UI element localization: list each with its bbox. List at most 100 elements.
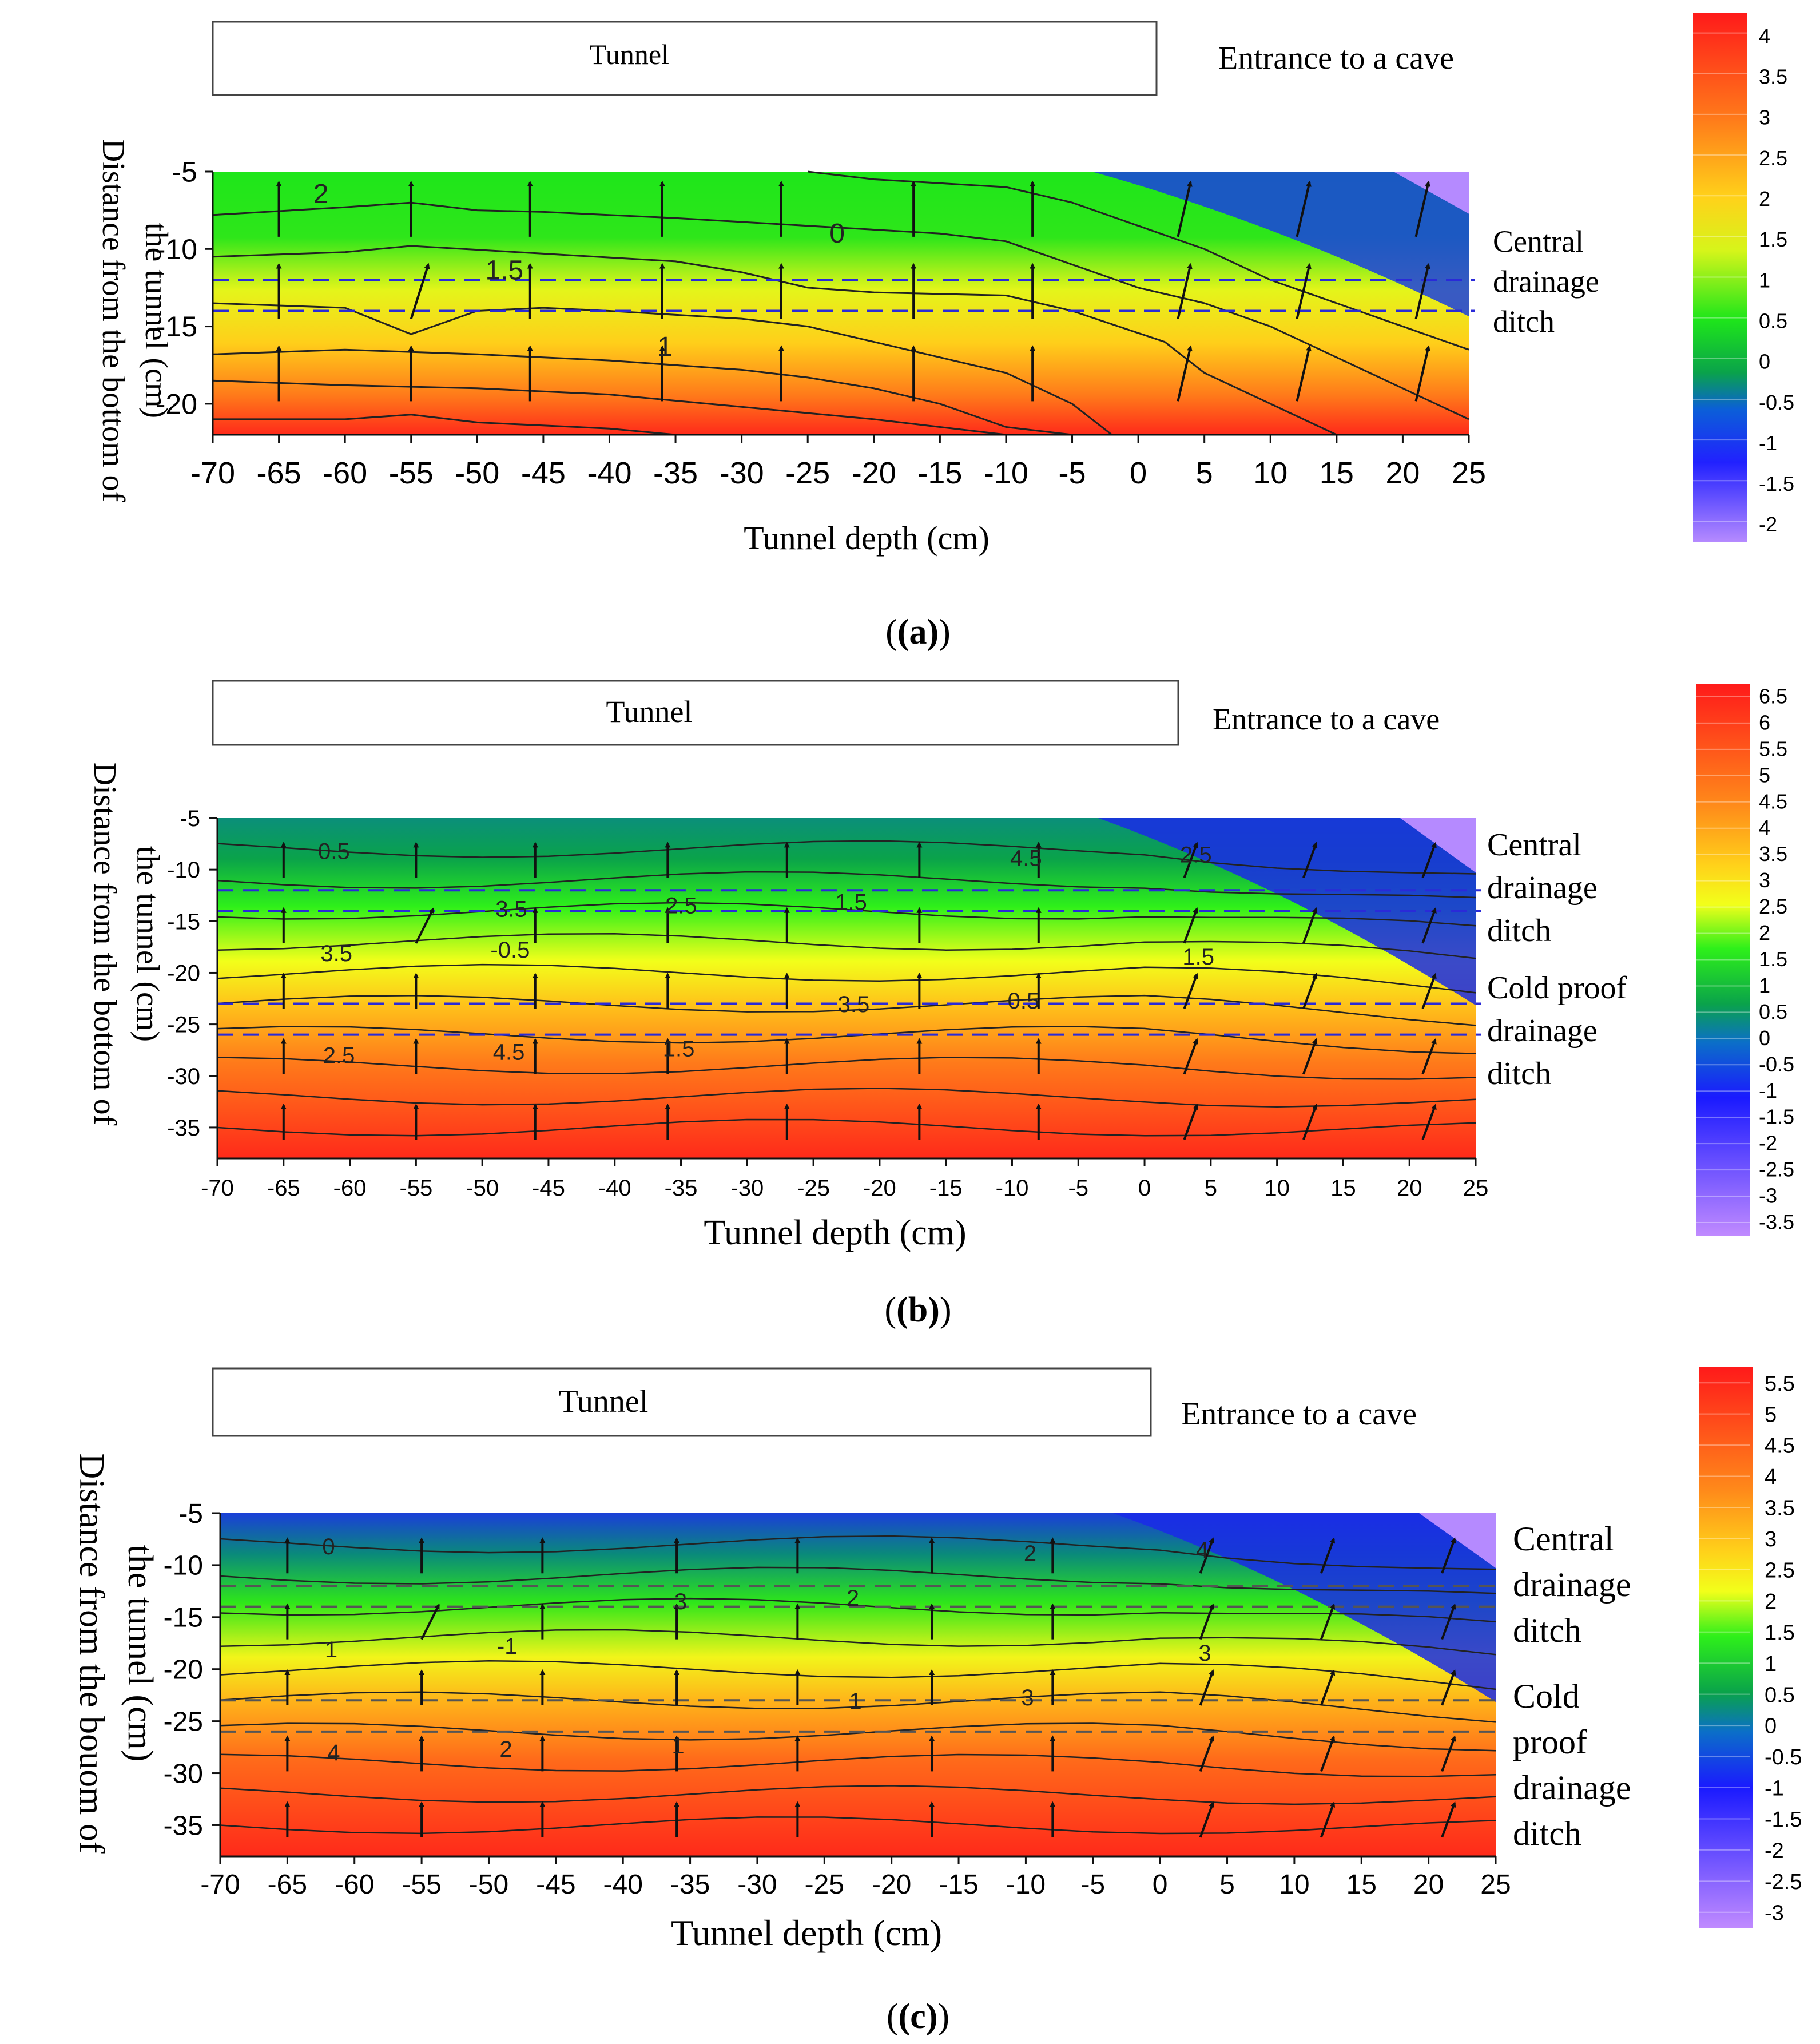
colorbar-label: 3.5 [1759,842,1787,866]
colorbar-label: 3 [1759,106,1770,129]
contour-label: 2 [499,1737,512,1762]
contour-line [808,170,1469,351]
ditch-lines [220,1585,1501,1733]
flow-arrow [1441,1537,1456,1574]
x-tick-label: -5 [1068,1176,1088,1201]
colorbar-label: -0.5 [1765,1745,1802,1769]
flow-arrow [1320,1537,1336,1574]
colorbar-label: 3.5 [1765,1497,1795,1521]
x-tick-label: 5 [1205,1176,1217,1201]
contour-label: 4 [327,1740,340,1765]
x-tick-label: -30 [730,1176,764,1201]
y-tick-label: -10 [167,858,200,883]
colorbar-label: 3 [1759,868,1770,892]
svg-text:drainage: drainage [1487,1013,1598,1049]
svg-text:the tunnel (cm): the tunnel (cm) [138,223,174,418]
contour-line [217,1088,1476,1108]
x-tick-label: 10 [1264,1176,1290,1201]
contour-label: 2.5 [1180,842,1212,867]
x-tick-label: 10 [1279,1870,1309,1900]
contour-line [220,1816,1496,1835]
y-axis-label: Distance from the bottom of the tunnel (… [87,763,165,1126]
colorbar-label: -1.5 [1765,1808,1802,1832]
flow-arrow [1320,1735,1336,1772]
svg-text:Distance from the bottom of: Distance from the bottom of [87,763,122,1126]
cold-zone [1092,172,1469,316]
x-tick-label: -40 [598,1176,631,1201]
contour-label: 2.5 [323,1043,355,1068]
coldest-zone [1419,1513,1496,1568]
flow-arrow [1177,263,1193,320]
colorbar-label: -1.5 [1759,1105,1794,1129]
contour-label: 0 [322,1534,335,1559]
x-tick-label: -50 [466,1176,499,1201]
flow-arrow [1199,1537,1214,1574]
x-tick-label: 20 [1397,1176,1422,1201]
contour-label: 1.5 [663,1037,695,1062]
x-tick-label: -15 [939,1870,978,1900]
svg-text:Central: Central [1493,224,1584,259]
x-tick-label: -45 [532,1176,565,1201]
contour-label: 0.5 [318,839,350,864]
x-tick-label: 20 [1385,456,1420,490]
colorbar-label: 1.5 [1765,1621,1795,1645]
contour-line [220,1722,1496,1752]
colorbar-label: -2 [1759,513,1777,536]
x-tick-label: -35 [665,1176,698,1201]
flow-arrows [280,842,1437,1140]
panel-c: Tunnel Entrance to a cave Distance from … [72,1367,1802,2036]
contour-line [212,245,1337,436]
contour-lines [212,170,1469,436]
colorbar-label: 4 [1765,1465,1777,1489]
contour-label: 4.5 [1010,846,1042,871]
contour-label: 0 [829,219,845,249]
contour-line [220,1566,1496,1594]
flow-arrow [1421,842,1437,879]
colorbar-label: 2.5 [1759,895,1787,918]
colorbar-label: 5.5 [1765,1372,1795,1396]
colorbar-label: -3.5 [1759,1210,1794,1234]
colorbar-label: 1.5 [1759,947,1787,971]
ditch-annotation: Central drainage ditch Cold proof draina… [1487,827,1627,1092]
svg-text:Distance from the bottom of: Distance from the bottom of [96,139,131,502]
flow-arrow [1199,1669,1214,1706]
flow-arrow [1441,1801,1456,1838]
flow-arrow [1414,180,1430,237]
tunnel-box [212,1367,1152,1437]
axes: -70 -65 -60 -55 -50 -45 -40 -35 -30 -25 -20 -15 -10-… [156,156,1486,491]
flow-arrow [1302,1038,1318,1075]
contour-label: 3.5 [495,897,527,922]
ditch-lines [217,889,1481,1036]
x-tick-label: 15 [1346,1870,1377,1900]
colorbar-label: -3 [1765,1901,1784,1925]
x-tick-label: -15 [917,456,962,490]
colorbar-label: -1 [1759,431,1777,455]
svg-text:Cold: Cold [1513,1677,1580,1715]
contour-label: 0.5 [1008,989,1040,1014]
svg-text:ditch: ditch [1513,1815,1581,1852]
x-tick-label: -55 [402,1870,441,1900]
contour-label: 3 [1021,1685,1034,1710]
flow-arrow [1302,842,1318,879]
flow-arrow [1199,1801,1214,1838]
colorbar-label: 3 [1765,1527,1777,1551]
axes: -70 -65 -60 -55 -50 -45 -40 -35 -30 -25 -20 -15 -10-… [164,1499,1511,1900]
svg-text:Central: Central [1487,827,1581,863]
panel-b: Tunnel Entrance to a cave Distance from … [87,680,1794,1329]
colorbar-label: 1 [1759,974,1770,997]
panel-a: Tunnel Entrance to a cave Distance from … [96,13,1794,652]
colorbar-label: 2.5 [1759,146,1787,170]
flow-arrow [1421,907,1437,944]
x-tick-label: 20 [1413,1870,1444,1900]
x-tick-label: -5 [1059,456,1086,490]
contour-label: 2.5 [665,894,697,919]
ditch-annotation: Central drainage ditch [1493,224,1599,339]
colorbar-label: 1 [1765,1652,1777,1676]
tunnel-label: Tunnel [559,1384,649,1419]
y-axis-label: Distance from the bouom of the tunnel (c… [72,1453,160,1853]
flow-arrow [1183,1038,1198,1075]
contour-labels: 0.5 -0.5 1.5 1.5 0.5 2.5 3.5 4.5 2.5 3.5 4.5 1.5 2.5… [318,839,1214,1068]
cold-zone [1098,818,1476,1006]
flow-arrow [1302,907,1318,944]
contour-line [212,379,1007,436]
